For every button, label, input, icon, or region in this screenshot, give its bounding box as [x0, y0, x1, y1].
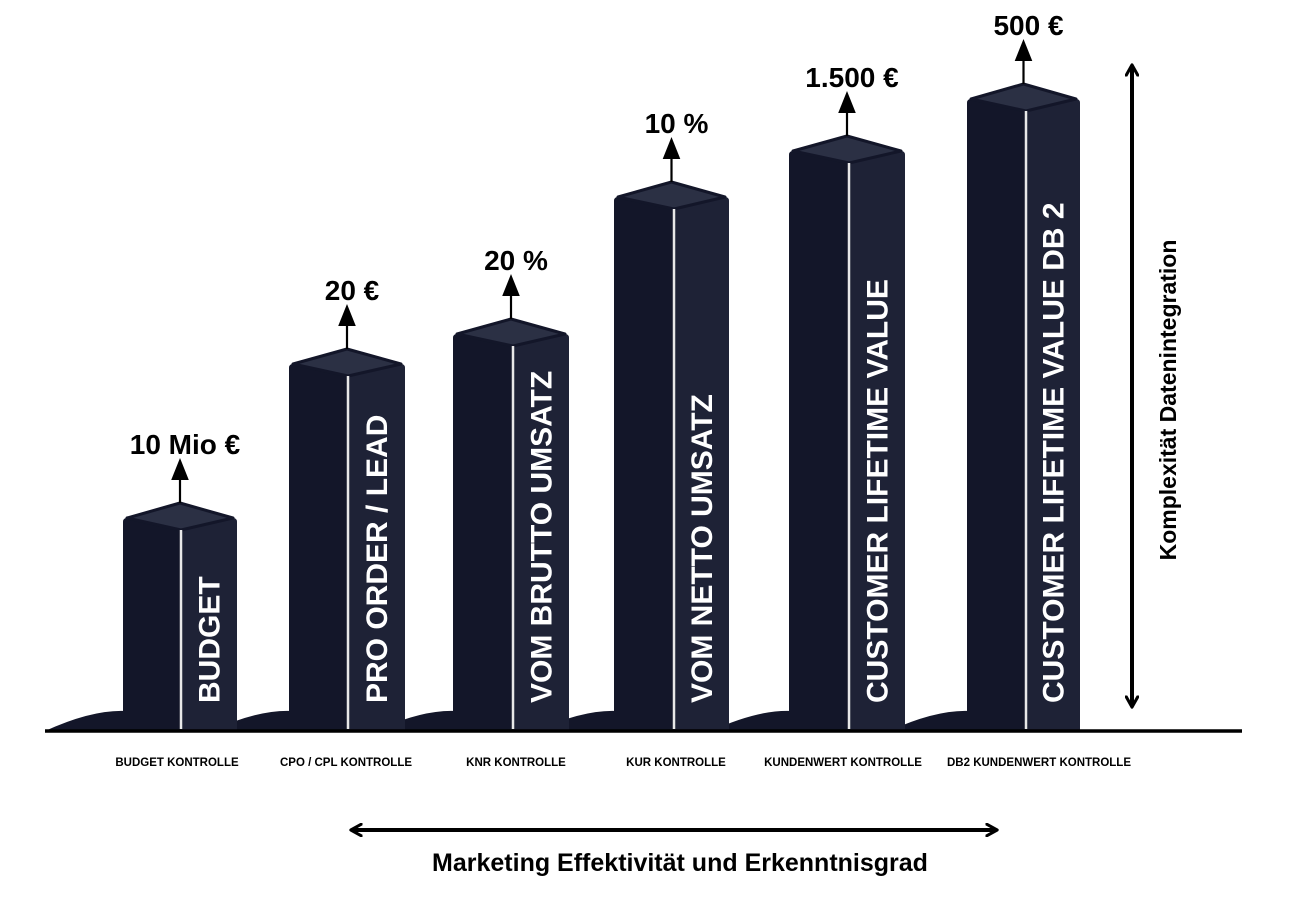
pillar-side-face [849, 151, 905, 731]
value-label: 500 € [993, 10, 1063, 41]
value-label: 20 € [325, 275, 380, 306]
pillar-2: PRO ORDER / LEAD 20 € [289, 275, 405, 731]
pillar-4: VOM NETTO UMSATZ 10 % [614, 108, 729, 731]
category-label: KUR KONTROLLE [626, 757, 726, 769]
pillar-front-face [453, 334, 513, 731]
pillars: BUDGET 10 Mio € PRO ORDER / LEAD 20 € VOM BR… [123, 10, 1080, 731]
category-label: KNR KONTROLLE [466, 757, 566, 769]
category-labels: BUDGET KONTROLLE CPO / CPL KONTROLLE KNR K… [115, 757, 1131, 769]
pillar-side-face [181, 518, 237, 731]
pillar-front-face [289, 364, 348, 731]
pillar-side-face [674, 197, 729, 731]
pillar-5: CUSTOMER LIFETIME VALUE 1.500 € [789, 62, 905, 731]
category-label: CPO / CPL KONTROLLE [280, 757, 412, 769]
pillar-front-face [123, 518, 181, 731]
pillar-top-face [455, 317, 567, 348]
pillar-1: BUDGET 10 Mio € [123, 429, 241, 731]
pillar-label: PRO ORDER / LEAD [361, 415, 394, 703]
pillar-shadow [889, 710, 971, 731]
value-label: 10 Mio € [130, 429, 241, 460]
pillar-front-face [967, 99, 1026, 731]
pillar-top-face [791, 134, 903, 165]
value-label: 20 % [484, 245, 548, 276]
y-axis-label: Komplexität Datenintegration [1155, 240, 1181, 561]
pillar-label: BUDGET [194, 576, 227, 703]
pillar-label: VOM BRUTTO UMSATZ [526, 371, 559, 703]
category-label: KUNDENWERT KONTROLLE [764, 757, 922, 769]
value-label: 1.500 € [805, 62, 899, 93]
pillar-side-face [513, 334, 569, 731]
category-label: DB2 KUNDENWERT KONTROLLE [947, 757, 1131, 769]
pillar-3: VOM BRUTTO UMSATZ 20 % [453, 245, 569, 731]
pillar-label: CUSTOMER LIFETIME VALUE DB 2 [1038, 202, 1071, 703]
pillar-6: CUSTOMER LIFETIME VALUE DB 2 500 € [967, 10, 1080, 731]
value-label: 10 % [645, 108, 709, 139]
pillar-front-face [614, 197, 674, 731]
pillar-front-face [789, 151, 849, 731]
pillar-top-face [616, 180, 727, 211]
pillar-side-face [348, 364, 405, 731]
category-label: BUDGET KONTROLLE [115, 757, 239, 769]
pillar-side-face [1026, 99, 1080, 731]
pillar-top-face [125, 501, 235, 532]
x-axis-label: Marketing Effektivität und Erkenntnisgra… [432, 849, 928, 877]
pillar-top-face [969, 82, 1078, 113]
pillar-label: CUSTOMER LIFETIME VALUE [862, 279, 895, 703]
pillar-shadow [45, 710, 127, 731]
pillar-top-face [291, 347, 403, 378]
pillar-shadow [711, 710, 793, 731]
pillar-label: VOM NETTO UMSATZ [686, 394, 719, 703]
